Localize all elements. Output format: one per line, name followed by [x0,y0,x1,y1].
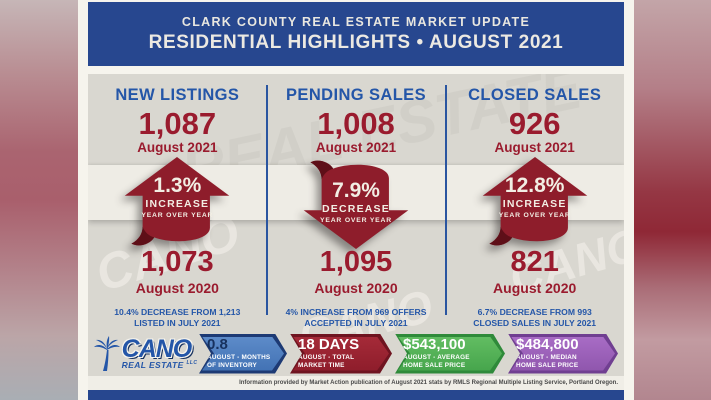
chevron-content: 0.8 AUGUST - MONTHS OF INVENTORY [199,334,287,374]
column-title: PENDING SALES [286,86,426,104]
header-title: CLARK COUNTY REAL ESTATE MARKET UPDATE [181,14,531,29]
change-text: 12.8% INCREASE YEAR OVER YEAR [479,174,591,219]
comparison-note: 6.7% DECREASE FROM 993 CLOSED SALES IN J… [449,307,620,329]
chevron-content: $484,800 AUGUST - MEDIAN HOME SALE PRICE [508,334,618,374]
stat-label-line2: HOME SALE PRICE [403,362,466,369]
chevron-stats: 0.8 AUGUST - MONTHS OF INVENTORY 18 DAYS… [199,334,620,374]
note-line1: 6.7% DECREASE FROM 993 [477,307,592,317]
change-direction-label: INCREASE [145,198,210,210]
stat-value: 18 DAYS [298,336,360,354]
stat-total-market-time: 18 DAYS AUGUST - TOTAL MARKET TIME [290,334,392,374]
palm-tree-icon [93,335,120,371]
column-pending-sales: PENDING SALES 1,008 August 2021 7.9% DEC… [267,74,446,376]
chevron-fill [511,337,615,371]
chevron-fill [293,337,389,371]
stat-label-line1: AUGUST - AVERAGE [403,354,470,362]
stat-average-home-sale-price: $543,100 AUGUST - AVERAGE HOME SALE PRIC… [395,334,505,374]
bottom-blue-bar [88,390,624,400]
change-direction-label: INCREASE [502,198,567,210]
logo-name: CANO [121,334,193,363]
comparison-note: 4% INCREASE FROM 969 OFFERS ACCEPTED IN … [271,307,442,329]
header-banner: CLARK COUNTY REAL ESTATE MARKET UPDATE R… [88,2,624,66]
down-arrow-graphic: 7.9% DECREASE YEAR OVER YEAR [300,158,412,250]
logo-llc-text: LLC [186,359,198,366]
stat-label: AUGUST - MEDIAN HOME SALE PRICE [516,354,618,369]
note-line2: ACCEPTED IN JULY 2021 [304,318,408,329]
comparison-note: 10.4% DECREASE FROM 1,213 LISTED IN JULY… [92,307,263,329]
column-title: CLOSED SALES [468,86,602,104]
stat-label: AUGUST - TOTAL MARKET TIME [298,354,392,369]
prior-period: August 2020 [493,280,577,296]
prior-period: August 2020 [135,280,219,296]
current-value: 1,087 [138,106,217,141]
stat-label-line2: MARKET TIME [298,362,345,369]
change-percent: 7.9% [332,179,380,202]
prior-value: 1,095 [319,246,393,278]
logo-sub-text: REAL ESTATE [121,359,184,370]
year-over-year-label: YEAR OVER YEAR [141,212,214,219]
chevron-fill [202,337,284,371]
stat-value: $543,100 [403,336,466,354]
note-line1: 10.4% DECREASE FROM 1,213 [114,307,241,317]
stat-label-line1: AUGUST - MEDIAN [516,354,577,362]
year-over-year-label: YEAR OVER YEAR [320,217,392,224]
up-arrow-graphic: 1.3% INCREASE YEAR OVER YEAR [121,156,233,248]
footer-stats-row: CANO REAL ESTATE LLC 0.8 AUGUST - MONTHS… [88,331,624,376]
chevron-content: 18 DAYS AUGUST - TOTAL MARKET TIME [290,334,392,374]
stat-value: 0.8 [207,336,228,354]
change-text: 1.3% INCREASE YEAR OVER YEAR [121,174,233,219]
disclaimer-text: Information provided by Market Action pu… [239,380,618,386]
cano-logo: CANO REAL ESTATE LLC [92,334,199,372]
stat-label-line2: OF INVENTORY [207,362,257,369]
change-percent: 1.3% [153,174,202,197]
change-text: 7.9% DECREASE YEAR OVER YEAR [300,179,412,224]
column-title: NEW LISTINGS [115,86,240,104]
stat-value: $484,800 [516,336,579,354]
stat-label: AUGUST - MONTHS OF INVENTORY [207,354,287,369]
header-subtitle: RESIDENTIAL HIGHLIGHTS • AUGUST 2021 [148,31,564,53]
up-arrow-icon [482,156,587,246]
down-arrow-icon [303,160,409,250]
prior-value: 1,073 [141,246,214,278]
stat-label-line2: HOME SALE PRICE [516,362,579,369]
note-line1: 4% INCREASE FROM 969 OFFERS [285,307,427,317]
chevron-fill [398,337,502,371]
stat-median-home-sale-price: $484,800 AUGUST - MEDIAN HOME SALE PRICE [508,334,618,374]
column-divider [266,85,269,315]
blurred-background-left [0,0,79,400]
current-value: 926 [508,106,561,141]
change-percent: 12.8% [504,174,565,197]
column-new-listings: NEW LISTINGS 1,087 August 2021 1.3% INCR… [88,74,267,376]
change-direction-label: DECREASE [322,203,390,215]
current-value: 1,008 [317,106,395,141]
up-arrow-graphic: 12.8% INCREASE YEAR OVER YEAR [479,156,591,248]
disclaimer-strip: Information provided by Market Action pu… [88,376,624,390]
stat-label-line1: AUGUST - MONTHS [207,354,271,362]
chevron-content: $543,100 AUGUST - AVERAGE HOME SALE PRIC… [395,334,505,374]
stat-months-of-inventory: 0.8 AUGUST - MONTHS OF INVENTORY [199,334,287,374]
current-period: August 2021 [137,140,218,155]
prior-period: August 2020 [314,280,398,296]
infographic-card: CLARK COUNTY REAL ESTATE MARKET UPDATE R… [78,0,634,400]
stat-label-line1: AUGUST - TOTAL [298,354,355,362]
stats-body: CANO CANO CANO REAL ESTATE NEW LISTINGS … [88,74,624,376]
note-line2: CLOSED SALES IN JULY 2021 [473,318,597,329]
logo-subtitle: REAL ESTATE LLC [122,360,198,370]
up-arrow-icon [125,156,230,246]
year-over-year-label: YEAR OVER YEAR [498,212,571,219]
prior-value: 821 [510,246,559,278]
blurred-background-right [634,0,711,400]
stat-columns: NEW LISTINGS 1,087 August 2021 1.3% INCR… [88,74,624,376]
column-closed-sales: CLOSED SALES 926 August 2021 12.8% INCRE… [445,74,624,376]
column-divider [444,85,447,315]
logo-text: CANO REAL ESTATE LLC [121,334,198,370]
current-period: August 2021 [494,140,575,155]
current-period: August 2021 [315,140,397,155]
stat-label: AUGUST - AVERAGE HOME SALE PRICE [403,354,505,369]
note-line2: LISTED IN JULY 2021 [134,318,221,329]
